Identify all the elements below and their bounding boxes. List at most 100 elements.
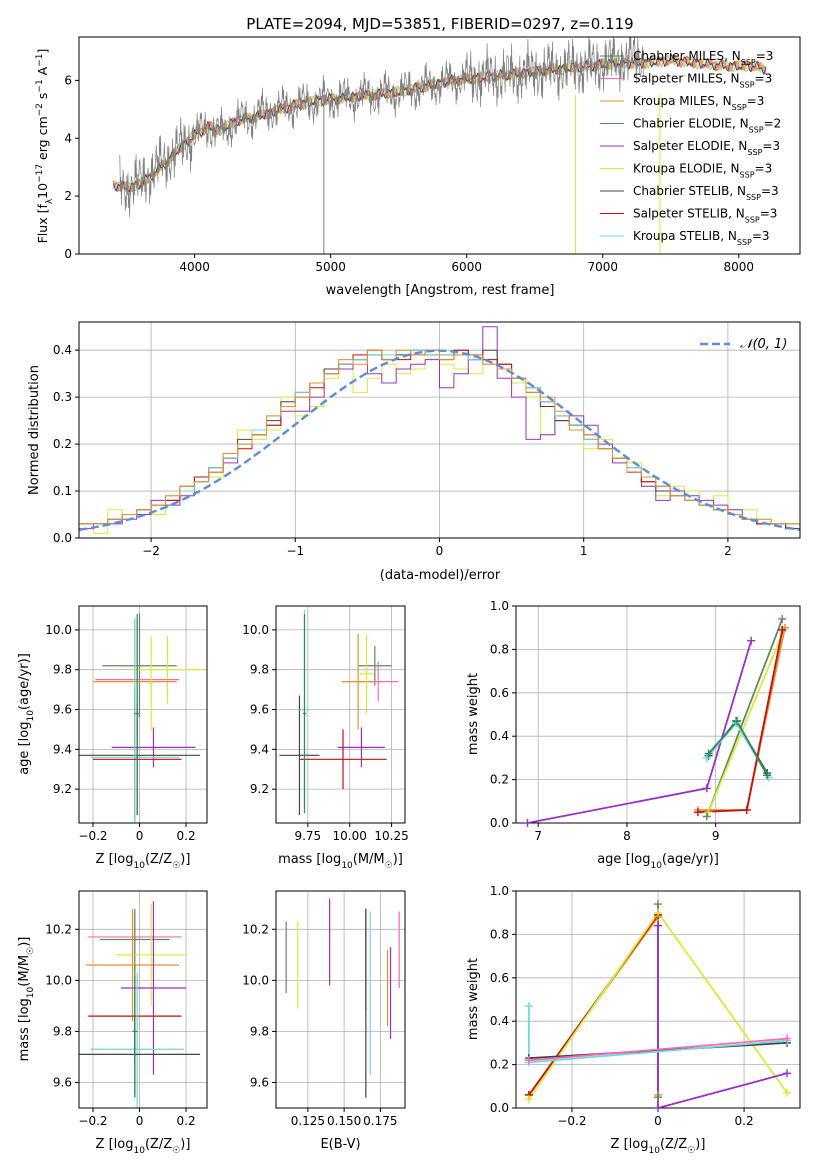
x-tick-label: −0.2 xyxy=(557,1114,586,1128)
x-axis-label: Z [log10(Z/Z☉)] xyxy=(96,852,191,871)
mass_vs_ebv-panel: 0.125 0.150 0.175 9.6 9.8 10.0 10.2 E(B-V) xyxy=(242,890,406,1152)
spectrum-panel: 4000 5000 6000 7000 8000 0 2 4 6 Chabrier MILES, … xyxy=(35,36,801,298)
x-tick-label: 7 xyxy=(534,829,542,843)
spectrum-legend: Chabrier MILES, NSSP=3 Salpeter MILES, NS… xyxy=(600,49,781,247)
x-axis-label: (data-model)/error xyxy=(380,568,501,583)
age_vs_mass-panel: 9.75 10.00 10.25 9.2 9.4 9.6 9.8 10.0 mass [log1… xyxy=(242,605,409,871)
x-tick-label: 8 xyxy=(623,829,631,843)
legend-label: 𝒩(0, 1) xyxy=(740,337,787,352)
x-tick-label: −0.2 xyxy=(78,1114,107,1128)
x-tick-label: 9.75 xyxy=(294,829,321,843)
age_vs_Z-panel: −0.2 0 0.2 9.2 9.4 9.6 9.8 10.0 Z [log10(Z/Z☉)] a… xyxy=(17,605,208,871)
x-tick-label: 8000 xyxy=(724,260,755,274)
x-tick-label: 7000 xyxy=(587,260,618,274)
x-axis-label: mass [log10(M/M☉)] xyxy=(278,852,403,871)
weight-marker xyxy=(704,808,713,817)
age_vs_Z-plot-area xyxy=(79,613,205,823)
legend-label: Kroupa ELODIE, NSSP=3 xyxy=(633,162,772,180)
x-tick-label: 0.175 xyxy=(363,1114,397,1128)
legend-label: Kroupa STELIB, NSSP=3 xyxy=(633,229,770,247)
y-tick-label: 9.6 xyxy=(53,703,72,717)
x-tick-label: −2 xyxy=(142,544,160,558)
weight-line xyxy=(657,925,788,1108)
y-tick-label: 0 xyxy=(64,247,72,261)
weight-marker xyxy=(702,784,711,793)
observed-spectrum xyxy=(119,37,644,218)
histogram-series xyxy=(79,349,800,538)
weight-marker xyxy=(763,771,772,780)
x-tick-label: 10.25 xyxy=(374,829,408,843)
weight-marker xyxy=(524,1002,533,1011)
y-axis-label: Flux [fλ10−17 erg cm−2 s−1 A−1] xyxy=(35,49,55,244)
spectrum-frame xyxy=(78,36,801,255)
weight-marker xyxy=(778,615,787,624)
weight-marker xyxy=(783,1088,792,1097)
gaussian-curve xyxy=(79,349,800,531)
y-tick-label: 0.0 xyxy=(490,1101,509,1115)
massweight_vs_Z-panel: −0.2 0 0.2 0.0 0.2 0.4 0.6 0.8 1.0 Z [log10(Z/Z☉)… xyxy=(466,884,801,1156)
weight-marker xyxy=(524,1056,533,1065)
x-tick-label: 2 xyxy=(724,544,732,558)
y-tick-label: 0.3 xyxy=(53,390,72,404)
age_vs_mass-plot-area xyxy=(279,609,399,816)
mass_vs_Z-panel: −0.2 0 0.2 9.6 9.8 10.0 10.2 Z [log10(Z/Z☉)] mas… xyxy=(17,890,208,1156)
legend-label: Kroupa MILES, NSSP=3 xyxy=(633,94,764,112)
y-tick-label: 10.0 xyxy=(242,623,269,637)
y-tick-label: 10.2 xyxy=(45,922,72,936)
y-tick-label: 10.0 xyxy=(45,973,72,987)
y-tick-label: 9.4 xyxy=(250,742,269,756)
y-axis-label: mass [log10(M/M☉)] xyxy=(17,937,36,1062)
x-tick-label: 0 xyxy=(654,1114,662,1128)
y-axis-label: mass weight xyxy=(466,958,481,1040)
x-axis-label: E(B-V) xyxy=(320,1137,360,1152)
x-tick-label: −0.2 xyxy=(78,829,107,843)
y-tick-label: 1.0 xyxy=(490,884,509,898)
residual_hist-plot-area xyxy=(79,326,800,538)
y-tick-label: 6 xyxy=(64,73,72,87)
weight-line xyxy=(528,1037,788,1062)
x-tick-label: 1 xyxy=(580,544,588,558)
x-tick-label: 0.2 xyxy=(735,1114,754,1128)
weight-marker xyxy=(783,1034,792,1043)
x-axis-label: Z [log10(Z/Z☉)] xyxy=(96,1137,191,1156)
weight-line xyxy=(527,640,753,823)
weight-marker xyxy=(783,1069,792,1078)
x-tick-label: 0.150 xyxy=(327,1114,361,1128)
weight-marker xyxy=(654,908,662,917)
mass_vs_Z-frame xyxy=(78,890,208,1109)
y-tick-label: 0.6 xyxy=(490,686,509,700)
x-tick-label: −1 xyxy=(286,544,304,558)
y-tick-label: 0.2 xyxy=(490,1058,509,1072)
y-tick-label: 9.6 xyxy=(250,703,269,717)
x-axis-label: Z [log10(Z/Z☉)] xyxy=(611,1137,706,1156)
x-tick-label: 0 xyxy=(136,829,144,843)
weight-marker xyxy=(654,900,662,909)
y-tick-label: 0.0 xyxy=(53,531,72,545)
x-tick-label: 0 xyxy=(436,544,444,558)
figure-title: PLATE=2094, MJD=53851, FIBERID=0297, z=0… xyxy=(246,15,633,33)
y-axis-label: Normed distribution xyxy=(27,365,42,495)
weight-marker xyxy=(742,805,751,814)
x-tick-label: 0.2 xyxy=(177,829,196,843)
y-tick-label: 10.0 xyxy=(242,973,269,987)
weight-marker xyxy=(523,819,532,827)
residual_hist-panel: −2 −1 0 1 2 0.0 0.1 0.2 0.3 0.4 𝒩(0, 1) (data-model… xyxy=(27,321,801,583)
weight-marker xyxy=(704,749,713,758)
x-axis-label: age [log10(age/yr)] xyxy=(597,852,719,871)
spectrum-plot-area xyxy=(112,37,767,254)
x-tick-label: 10.00 xyxy=(333,829,367,843)
y-tick-label: 9.8 xyxy=(250,663,269,677)
x-tick-label: 6000 xyxy=(451,260,482,274)
weight-marker xyxy=(693,808,702,817)
legend-label: Salpeter STELIB, NSSP=3 xyxy=(633,207,777,225)
y-tick-label: 9.2 xyxy=(250,782,269,796)
x-tick-label: 0.125 xyxy=(291,1114,325,1128)
weight-line xyxy=(707,627,786,813)
y-tick-label: 0.0 xyxy=(490,816,509,830)
legend-label: Chabrier ELODIE, NSSP=2 xyxy=(633,117,781,135)
weight-marker xyxy=(732,717,741,726)
massweight_vs_age-frame xyxy=(515,605,801,824)
mass_vs_Z-plot-area xyxy=(79,901,201,1108)
weight-line xyxy=(705,618,784,817)
